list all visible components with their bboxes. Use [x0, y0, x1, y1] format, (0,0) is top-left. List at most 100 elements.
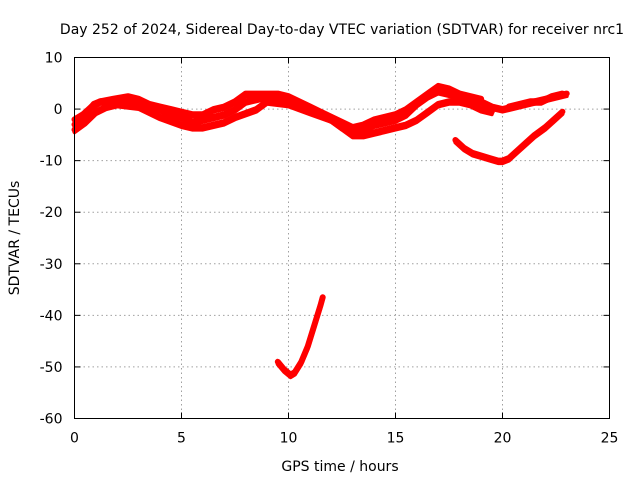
data-point — [478, 96, 484, 102]
y-tick-label: -60 — [40, 412, 63, 428]
data-point — [200, 124, 206, 130]
x-tick-label: 20 — [494, 431, 512, 447]
data-point — [457, 91, 463, 97]
ticks: 0 5 10 15 20 25 -60 -50 -40 -30 -20 -10 0 10 — [40, 51, 619, 447]
data-point — [296, 98, 302, 104]
data-point — [243, 98, 249, 104]
data-point — [288, 372, 294, 378]
x-tick-label: 5 — [177, 431, 186, 447]
data-point — [506, 155, 512, 161]
data-point — [275, 91, 281, 97]
data-point — [414, 116, 420, 122]
data-point — [360, 122, 366, 127]
data-point — [542, 124, 548, 130]
data-point — [506, 104, 512, 109]
data-point — [104, 104, 110, 109]
data-point — [435, 101, 441, 107]
data-point — [414, 98, 420, 104]
data-point — [564, 91, 570, 97]
data-point — [307, 109, 313, 115]
data-point — [360, 132, 366, 138]
data-point — [114, 101, 120, 107]
series-line-sdtvar-late-segment-spread — [506, 94, 565, 111]
plot-frame — [74, 57, 610, 419]
data-point — [298, 359, 304, 365]
y-tick-label: -30 — [40, 257, 63, 273]
data-point — [382, 127, 388, 133]
data-point — [549, 93, 555, 99]
data-point — [478, 153, 484, 158]
data-point — [495, 158, 501, 164]
data-point — [523, 140, 529, 146]
data-point — [393, 111, 398, 117]
data-point — [286, 93, 291, 99]
data-point — [452, 137, 458, 143]
y-tick-label: 10 — [45, 51, 63, 67]
data-point — [89, 104, 95, 109]
y-tick-label: -10 — [40, 154, 63, 170]
y-tick-label: -40 — [40, 308, 63, 324]
data-point — [110, 96, 116, 102]
data-point — [286, 101, 291, 107]
data-point — [467, 93, 473, 99]
data-point — [515, 147, 520, 153]
data-point — [253, 91, 259, 97]
data-point — [517, 101, 523, 107]
data-point — [467, 101, 473, 107]
data-point — [221, 111, 227, 117]
x-tick-label: 25 — [601, 431, 619, 447]
data-point — [136, 104, 142, 109]
data-point — [538, 98, 544, 104]
x-tick-label: 15 — [387, 431, 405, 447]
data-point — [264, 91, 270, 97]
data-point — [489, 104, 495, 109]
data-point — [211, 106, 217, 112]
data-point — [403, 122, 409, 127]
data-point — [446, 98, 452, 104]
data-point — [487, 155, 493, 161]
data-point — [425, 91, 431, 97]
data-point — [551, 116, 557, 122]
data-point — [489, 109, 495, 115]
data-point — [425, 109, 431, 115]
data-point — [232, 106, 238, 112]
data-point — [446, 85, 452, 91]
series-layer — [71, 82, 570, 380]
data-point — [232, 98, 238, 104]
data-point — [136, 96, 142, 102]
data-point — [371, 116, 377, 122]
data-point — [339, 124, 345, 130]
data-point — [318, 302, 324, 308]
data-point — [189, 119, 195, 125]
data-point — [221, 119, 227, 125]
data-point — [403, 106, 409, 112]
data-point — [189, 124, 195, 130]
y-tick-label: 0 — [54, 102, 63, 118]
data-point — [470, 150, 475, 156]
data-point — [328, 116, 334, 122]
data-point — [457, 98, 463, 104]
data-point — [157, 114, 163, 120]
data-point — [292, 369, 298, 375]
data-point — [500, 158, 505, 164]
data-point — [168, 106, 174, 112]
y-tick-label: -20 — [40, 205, 63, 221]
data-point — [350, 132, 356, 138]
data-point — [146, 101, 152, 107]
data-point — [461, 145, 467, 151]
data-point — [200, 111, 206, 117]
x-tick-label: 0 — [70, 431, 79, 447]
data-point — [189, 111, 195, 117]
data-point — [320, 294, 326, 300]
data-point — [478, 106, 484, 112]
data-point — [532, 132, 538, 138]
chart-title: Day 252 of 2024, Sidereal Day-to-day VTE… — [60, 22, 624, 38]
data-point — [80, 111, 86, 117]
x-axis-label: GPS time / hours — [281, 459, 398, 475]
x-tick-label: 10 — [280, 431, 298, 447]
data-point — [125, 93, 131, 99]
data-point — [311, 323, 317, 329]
data-point — [253, 106, 259, 112]
